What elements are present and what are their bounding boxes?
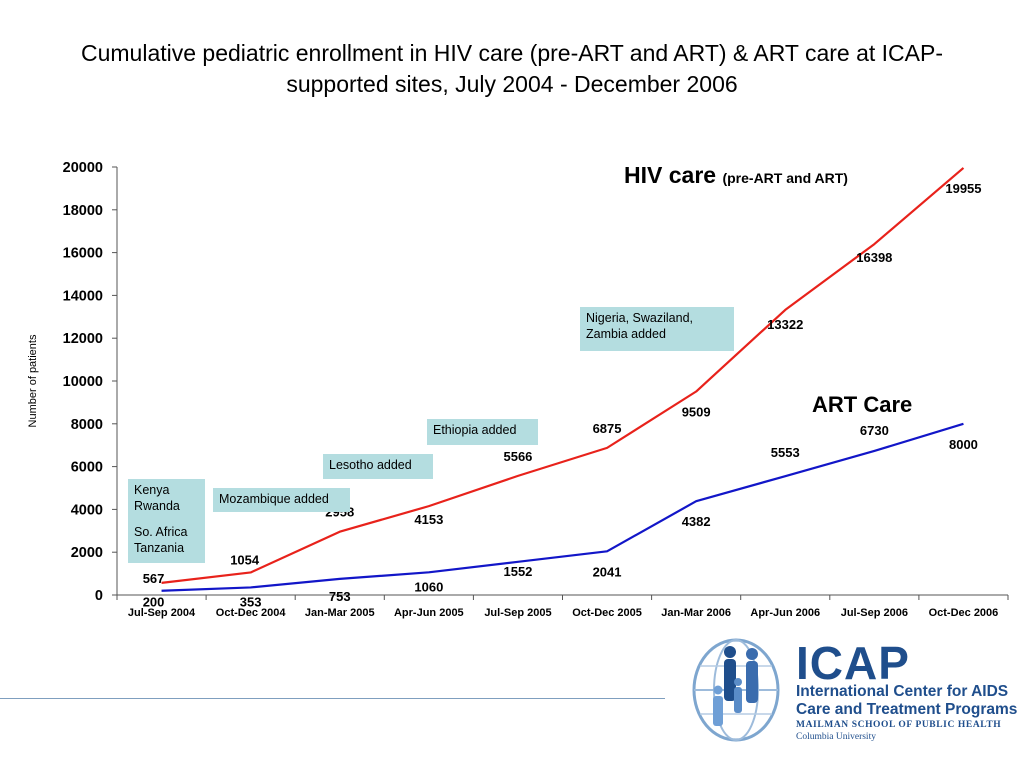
hiv-care-series-name: HIV care bbox=[624, 162, 717, 188]
y-tick-label: 8000 bbox=[71, 417, 103, 433]
art-care-data-label: 6730 bbox=[860, 423, 889, 438]
art-care-data-label: 5553 bbox=[771, 445, 800, 460]
y-tick-label: 0 bbox=[95, 588, 103, 604]
y-axis-title: Number of patients bbox=[27, 334, 39, 427]
y-tick-label: 14000 bbox=[63, 288, 103, 304]
logo-line-2: Care and Treatment Programs bbox=[796, 701, 1018, 718]
hiv-care-series-subtitle: (pre-ART and ART) bbox=[722, 170, 848, 186]
hiv-care-data-label: 567 bbox=[143, 571, 165, 586]
globe-family-icon bbox=[692, 638, 780, 742]
hiv-care-data-label: 6875 bbox=[593, 421, 622, 436]
art-care-data-label: 1552 bbox=[503, 564, 532, 579]
hiv-care-line bbox=[161, 167, 965, 584]
y-tick-label: 12000 bbox=[63, 331, 103, 347]
annotation-line: Lesotho added bbox=[329, 458, 412, 472]
x-tick-label: Oct-Dec 2004 bbox=[216, 607, 287, 619]
hiv-care-data-label: 5566 bbox=[503, 449, 532, 464]
annotation-line: Kenya bbox=[134, 483, 170, 497]
hiv-care-data-label: 9509 bbox=[682, 405, 711, 420]
y-tick-label: 18000 bbox=[63, 203, 103, 219]
hiv-care-data-label: 4153 bbox=[414, 512, 443, 527]
art-care-data-label: 2041 bbox=[593, 564, 622, 579]
art-care-data-label: 753 bbox=[329, 589, 351, 604]
art-care-data-label: 4382 bbox=[682, 514, 711, 529]
axes: 0 2000 4000 6000 8000 10000 12000 14000 16000 180… bbox=[27, 160, 1009, 619]
annotation-lesotho: Lesotho added bbox=[323, 454, 433, 479]
annotation-line: Ethiopia added bbox=[433, 423, 517, 437]
y-tick-label: 4000 bbox=[71, 502, 103, 518]
hiv-care-data-label: 19955 bbox=[945, 181, 981, 196]
annotation-line: Rwanda bbox=[134, 499, 180, 513]
art-care-series-title: ART Care bbox=[812, 392, 913, 417]
x-tick-label: Oct-Dec 2005 bbox=[572, 607, 642, 619]
y-tick-label: 10000 bbox=[63, 374, 103, 390]
annotation-line: Nigeria, Swaziland, bbox=[586, 311, 693, 325]
art-care-data-label: 353 bbox=[240, 594, 262, 609]
x-tick-label: Jan-Mar 2005 bbox=[305, 607, 375, 619]
art-care-data-label: 200 bbox=[143, 595, 165, 610]
x-tick-label: Oct-Dec 2006 bbox=[929, 607, 999, 619]
line-chart: 0 2000 4000 6000 8000 10000 12000 14000 16000 180… bbox=[27, 160, 1009, 619]
art-care-data-label: 1060 bbox=[414, 579, 443, 594]
x-tick-label: Jul-Sep 2004 bbox=[128, 607, 196, 619]
annotation-ethiopia: Ethiopia added bbox=[427, 419, 538, 445]
logo-line-4: Columbia University bbox=[796, 732, 876, 742]
annotation-line: Tanzania bbox=[134, 541, 185, 555]
x-tick-label: Jan-Mar 2006 bbox=[661, 607, 731, 619]
annotation-line: So. Africa bbox=[134, 525, 188, 539]
y-tick-label: 20000 bbox=[63, 160, 103, 176]
annotation-mozambique: Mozambique added bbox=[213, 488, 350, 512]
hiv-care-data-label: 13322 bbox=[767, 317, 803, 332]
hiv-care-data-label: 16398 bbox=[856, 250, 892, 265]
y-tick-label: 6000 bbox=[71, 460, 103, 476]
footer-divider bbox=[0, 698, 665, 699]
annotation-line: Zambia added bbox=[586, 327, 666, 341]
annotation-line: Mozambique added bbox=[219, 492, 329, 506]
x-tick-label: Jul-Sep 2005 bbox=[484, 607, 551, 619]
hiv-care-series-title: HIV care (pre-ART and ART) bbox=[624, 162, 848, 189]
x-tick-label: Apr-Jun 2006 bbox=[750, 607, 820, 619]
logo-line-3: MAILMAN SCHOOL OF PUBLIC HEALTH bbox=[796, 720, 1002, 730]
art-care-line bbox=[161, 422, 964, 592]
annotation-nigeria-swaziland-zambia: Nigeria, Swaziland, Zambia added bbox=[580, 307, 734, 351]
icap-logo: ICAP International Center for AIDS Care … bbox=[690, 632, 1017, 744]
logo-brand: ICAP bbox=[796, 637, 910, 689]
x-tick-label: Jul-Sep 2006 bbox=[841, 607, 908, 619]
hiv-care-data-label: 1054 bbox=[230, 552, 260, 567]
y-tick-label: 16000 bbox=[63, 246, 103, 262]
annotation-kenya-rwanda-safrica-tanzania: Kenya Rwanda So. Africa Tanzania bbox=[128, 479, 205, 563]
chart-title: Cumulative pediatric enrollment in HIV c… bbox=[80, 40, 943, 97]
x-tick-label: Apr-Jun 2005 bbox=[394, 607, 464, 619]
y-tick-label: 2000 bbox=[71, 545, 103, 561]
logo-line-1: International Center for AIDS bbox=[796, 683, 1009, 700]
art-care-data-label: 8000 bbox=[949, 437, 978, 452]
series-lines bbox=[161, 167, 965, 592]
